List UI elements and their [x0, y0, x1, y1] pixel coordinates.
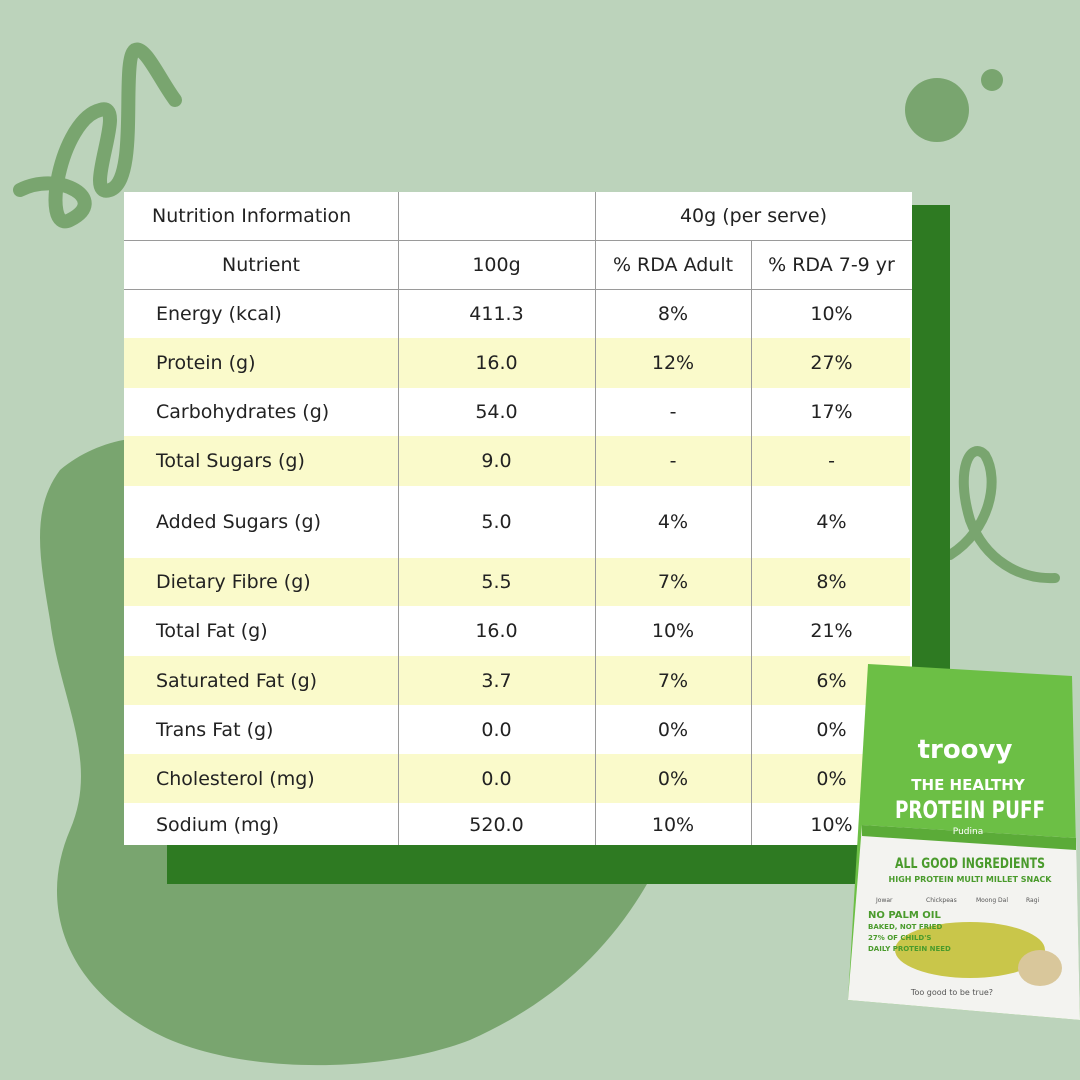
pouch-stripe — [862, 825, 1076, 850]
nutrient-name: Added Sugars (g) — [156, 511, 322, 533]
nutrient-value: 0% — [657, 767, 689, 790]
row-band — [124, 656, 910, 705]
nutrient-value: 0% — [657, 718, 689, 741]
column-header: 100g — [472, 254, 521, 276]
nutrient-value: 8% — [657, 303, 689, 325]
nutrient-value: 10% — [810, 303, 853, 325]
nutrient-name: Dietary Fibre (g) — [156, 571, 311, 593]
package-text: Chickpeas — [926, 897, 957, 904]
nutrient-name: Carbohydrates (g) — [156, 401, 330, 423]
nutrient-value: 5.5 — [481, 571, 512, 593]
package-text: BAKED, NOT FRIED — [868, 923, 942, 931]
nutrient-value: 7% — [657, 669, 689, 692]
nutrient-value: 0.0 — [481, 718, 512, 741]
package-text: 27% OF CHILD'S — [868, 934, 931, 942]
package-text: Too good to be true? — [910, 988, 993, 997]
package-text: HIGH PROTEIN MULTI MILLET SNACK — [889, 875, 1053, 884]
nutrient-value: 7% — [657, 571, 689, 593]
package-text: NO PALM OIL — [868, 910, 942, 921]
nutrient-value: 12% — [651, 352, 695, 374]
nutrient-name: Total Sugars (g) — [156, 450, 305, 472]
nutrient-name: Cholesterol (mg) — [156, 767, 315, 790]
package-text: PROTEIN PUFF — [895, 796, 1045, 824]
nutrient-value: - — [669, 450, 677, 472]
package-text: Pudina — [953, 827, 983, 837]
package-text: Moong Dal — [976, 897, 1008, 904]
squiggle — [13, 42, 182, 229]
nutrient-value: 520.0 — [469, 814, 524, 836]
nutrient-value: 3.7 — [481, 669, 512, 692]
nutrition-table: Nutrition Information 40g (per serve) Nutr… — [124, 192, 912, 845]
nutrient-name: Energy (kcal) — [156, 303, 282, 325]
nutrient-name: Saturated Fat (g) — [156, 669, 318, 692]
header-rule — [124, 240, 912, 241]
package-text: troovy — [918, 735, 1013, 765]
nutrient-value: 0% — [816, 718, 847, 741]
nutrient-value: 21% — [810, 620, 853, 642]
nutrient-name: Total Fat (g) — [156, 620, 268, 642]
nutrient-value: - — [828, 450, 835, 472]
column-header: Nutrient — [222, 254, 300, 276]
nutrient-value: 4% — [816, 511, 847, 533]
nutrient-name: Sodium (mg) — [156, 814, 280, 836]
chickpeas — [1018, 950, 1062, 986]
nutrient-name: Protein (g) — [156, 352, 256, 374]
package-text: DAILY PROTEIN NEED — [868, 945, 951, 953]
row-band — [124, 558, 910, 606]
nutrient-value: 5.0 — [481, 511, 512, 533]
puffs — [895, 922, 1045, 978]
loop — [945, 446, 1060, 584]
nutrient-value: 27% — [810, 352, 853, 374]
nutrient-value: 9.0 — [481, 450, 512, 472]
column-rule — [595, 192, 596, 845]
row-band — [124, 338, 910, 388]
nutrient-value: 16.0 — [475, 352, 518, 374]
nutrient-value: 411.3 — [469, 303, 524, 325]
nutrient-name: Trans Fat (g) — [156, 718, 274, 741]
nutrient-value: 17% — [810, 401, 853, 423]
nutrient-value: 4% — [657, 511, 689, 533]
package-text: Jowar — [875, 897, 893, 904]
nutrient-value: 0% — [816, 767, 847, 790]
package-text: THE HEALTHY — [911, 776, 1026, 794]
product-pouch: troovy THE HEALTHY PROTEIN PUFF Pudina ALL G… — [848, 664, 1080, 1020]
row-band — [124, 754, 910, 803]
package-text: ALL GOOD INGREDIENTS — [895, 856, 1045, 872]
nutrient-value: 10% — [651, 814, 695, 836]
nutrient-value: 10% — [810, 814, 853, 836]
package-text: Ragi — [1026, 897, 1040, 904]
column-header: % RDA Adult — [612, 254, 734, 276]
nutrient-value: 8% — [816, 571, 847, 593]
nutrient-value: 0.0 — [481, 767, 512, 790]
row-band — [124, 436, 910, 486]
column-rule — [751, 240, 752, 845]
column-header: % RDA 7-9 yr — [768, 254, 895, 276]
nutrient-value: 54.0 — [475, 401, 518, 423]
dot-small — [981, 69, 1003, 91]
serving-header: 40g (per serve) — [679, 205, 828, 227]
dot-large — [905, 78, 969, 142]
nutrient-value: 16.0 — [475, 620, 518, 642]
table-title: Nutrition Information — [152, 205, 352, 227]
header-rule — [124, 289, 912, 290]
nutrient-value: 6% — [816, 669, 847, 692]
column-rule — [398, 192, 399, 845]
nutrient-value: 10% — [651, 620, 695, 642]
nutrient-value: - — [669, 401, 677, 423]
